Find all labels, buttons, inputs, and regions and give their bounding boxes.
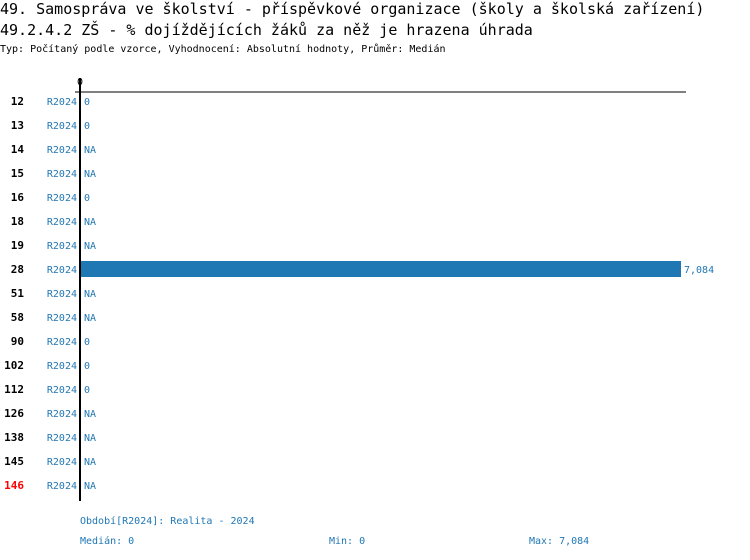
period-label: R2024 <box>47 457 77 468</box>
category-label: 126 <box>4 407 24 420</box>
category-label: 12 <box>11 95 24 108</box>
x-tick-label: 0 <box>77 77 83 88</box>
value-label: NA <box>84 433 96 444</box>
value-label: NA <box>84 145 96 156</box>
value-label: NA <box>84 313 96 324</box>
period-label: R2024 <box>47 337 77 348</box>
category-label: 16 <box>11 191 25 204</box>
period-label: R2024 <box>47 169 77 180</box>
min-stat: Min: 0 <box>329 536 366 547</box>
period-legend: Období[R2024]: Realita - 2024 <box>80 516 255 527</box>
value-label: NA <box>84 241 96 252</box>
period-label: R2024 <box>47 241 77 252</box>
period-label: R2024 <box>47 145 77 156</box>
category-label: 18 <box>11 215 24 228</box>
category-label: 112 <box>4 383 24 396</box>
category-label: 145 <box>4 455 24 468</box>
value-label: NA <box>84 457 96 468</box>
value-label: 0 <box>84 385 90 396</box>
bar <box>81 261 681 277</box>
indicator-subtitle: 49.2.4.2 ZŠ - % dojíždějících žáků za ně… <box>0 21 533 39</box>
period-label: R2024 <box>47 313 77 324</box>
category-label: 146 <box>4 479 24 492</box>
median-stat: Medián: 0 <box>80 536 135 547</box>
value-label: 0 <box>84 193 90 204</box>
period-label: R2024 <box>47 361 77 372</box>
value-label: 0 <box>84 97 90 108</box>
period-label: R2024 <box>47 433 77 444</box>
value-label: NA <box>84 481 96 492</box>
period-label: R2024 <box>47 121 77 132</box>
value-label: NA <box>84 217 96 228</box>
period-label: R2024 <box>47 409 77 420</box>
category-label: 15 <box>11 167 24 180</box>
period-label: R2024 <box>47 481 77 492</box>
indicator-info: Typ: Počítaný podle vzorce, Vyhodnocení:… <box>0 44 446 55</box>
period-label: R2024 <box>47 97 77 108</box>
category-label: 28 <box>11 263 24 276</box>
category-label: 138 <box>4 431 24 444</box>
category-label: 14 <box>11 143 25 156</box>
category-label: 19 <box>11 239 24 252</box>
period-label: R2024 <box>47 289 77 300</box>
category-label: 13 <box>11 119 24 132</box>
category-label: 51 <box>11 287 25 300</box>
value-label: NA <box>84 409 96 420</box>
page-title: 49. Samospráva ve školství - příspěvkové… <box>0 0 705 18</box>
value-label: NA <box>84 289 96 300</box>
period-label: R2024 <box>47 193 77 204</box>
period-label: R2024 <box>47 217 77 228</box>
value-label: 0 <box>84 121 90 132</box>
value-label: NA <box>84 169 96 180</box>
value-label: 0 <box>84 361 90 372</box>
value-label: 7,084 <box>684 265 714 276</box>
category-label: 90 <box>11 335 24 348</box>
period-label: R2024 <box>47 265 77 276</box>
period-label: R2024 <box>47 385 77 396</box>
max-stat: Max: 7,084 <box>529 536 590 547</box>
category-label: 102 <box>4 359 24 372</box>
value-label: 0 <box>84 337 90 348</box>
category-label: 58 <box>11 311 24 324</box>
